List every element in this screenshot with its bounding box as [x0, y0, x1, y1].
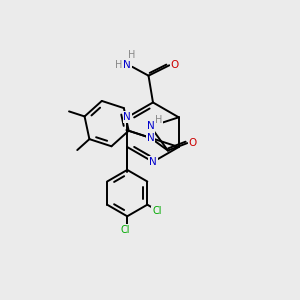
Text: H: H	[115, 60, 122, 70]
Text: H: H	[155, 115, 163, 125]
Text: H: H	[128, 50, 135, 61]
Text: Cl: Cl	[152, 206, 162, 216]
Text: N: N	[123, 112, 131, 122]
Text: O: O	[188, 138, 197, 148]
Text: N: N	[147, 133, 154, 143]
Text: N: N	[147, 122, 154, 131]
Text: Cl: Cl	[120, 225, 130, 235]
Text: O: O	[170, 60, 179, 70]
Text: N: N	[123, 60, 131, 70]
Text: N: N	[149, 157, 157, 167]
